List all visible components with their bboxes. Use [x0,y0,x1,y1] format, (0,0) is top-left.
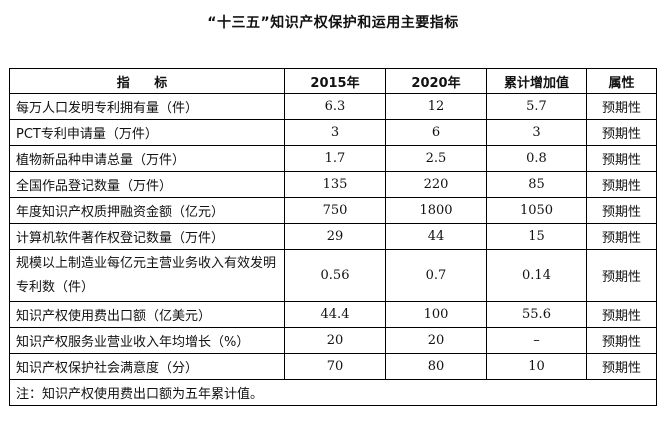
value-2020: 100 [385,301,487,328]
table-row: 知识产权服务业营业收入年均增长（%） 20 20 – 预期性 [9,327,657,354]
header-indicator: 指 标 [9,68,285,94]
table-row: 植物新品种申请总量（万件） 1.7 2.5 0.8 预期性 [9,145,657,172]
indicator-name: 知识产权服务业营业收入年均增长（%） [9,327,285,354]
table-row: 规模以上制造业每亿元主营业务收入有效发明专利数（件） 0.56 0.7 0.14… [9,249,657,302]
value-2015: 44.4 [284,301,386,328]
value-2020: 80 [385,353,487,380]
table-row: PCT专利申请量（万件） 3 6 3 预期性 [9,119,657,146]
page-title: “十三五”知识产权保护和运用主要指标 [207,15,459,31]
header-2015: 2015年 [284,68,386,94]
value-attribute: 预期性 [586,223,657,250]
header-attribute: 属性 [586,68,657,94]
indicator-name: PCT专利申请量（万件） [9,119,285,146]
value-attribute: 预期性 [586,171,657,198]
value-2015: 70 [284,353,386,380]
value-attribute: 预期性 [586,197,657,224]
table-row: 知识产权保护社会满意度（分） 70 80 10 预期性 [9,353,657,380]
header-2020: 2020年 [385,68,487,94]
value-growth: 0.14 [486,249,587,302]
value-growth: 85 [486,171,587,198]
indicator-table: 指 标 2015年 2020年 累计增加值 属性 每万人口发明专利拥有量（件） … [9,68,657,406]
value-attribute: 预期性 [586,327,657,354]
value-2015: 0.56 [284,249,386,302]
value-2020: 6 [385,119,487,146]
table-note-row: 注：知识产权使用费出口额为五年累计值。 [9,379,657,406]
value-2015: 29 [284,223,386,250]
indicator-name: 每万人口发明专利拥有量（件） [9,93,285,120]
table-note: 注：知识产权使用费出口额为五年累计值。 [9,379,657,406]
value-2015: 135 [284,171,386,198]
table-row: 每万人口发明专利拥有量（件） 6.3 12 5.7 预期性 [9,93,657,120]
indicator-name: 植物新品种申请总量（万件） [9,145,285,172]
value-growth: 1050 [486,197,587,224]
value-growth: 55.6 [486,301,587,328]
table-row: 计算机软件著作权登记数量（万件） 29 44 15 预期性 [9,223,657,250]
value-growth: 0.8 [486,145,587,172]
value-2015: 1.7 [284,145,386,172]
value-growth: 5.7 [486,93,587,120]
value-growth: – [486,327,587,354]
value-2020: 12 [385,93,487,120]
indicator-name: 全国作品登记数量（万件） [9,171,285,198]
value-attribute: 预期性 [586,249,657,302]
indicator-name: 规模以上制造业每亿元主营业务收入有效发明专利数（件） [9,249,285,302]
value-2020: 20 [385,327,487,354]
indicator-name: 知识产权保护社会满意度（分） [9,353,285,380]
value-2020: 0.7 [385,249,487,302]
value-2015: 20 [284,327,386,354]
value-attribute: 预期性 [586,301,657,328]
value-2015: 6.3 [284,93,386,120]
table-row: 知识产权使用费出口额（亿美元） 44.4 100 55.6 预期性 [9,301,657,328]
table-header-row: 指 标 2015年 2020年 累计增加值 属性 [9,68,657,94]
indicator-name: 计算机软件著作权登记数量（万件） [9,223,285,250]
indicator-name: 知识产权使用费出口额（亿美元） [9,301,285,328]
value-attribute: 预期性 [586,119,657,146]
value-attribute: 预期性 [586,93,657,120]
value-growth: 10 [486,353,587,380]
table-row: 年度知识产权质押融资金额（亿元） 750 1800 1050 预期性 [9,197,657,224]
value-growth: 3 [486,119,587,146]
value-attribute: 预期性 [586,145,657,172]
value-2015: 3 [284,119,386,146]
value-growth: 15 [486,223,587,250]
value-2020: 1800 [385,197,487,224]
header-growth: 累计增加值 [486,68,587,94]
value-2020: 2.5 [385,145,487,172]
value-2020: 220 [385,171,487,198]
value-2015: 750 [284,197,386,224]
table-row: 全国作品登记数量（万件） 135 220 85 预期性 [9,171,657,198]
indicator-name: 年度知识产权质押融资金额（亿元） [9,197,285,224]
value-2020: 44 [385,223,487,250]
value-attribute: 预期性 [586,353,657,380]
